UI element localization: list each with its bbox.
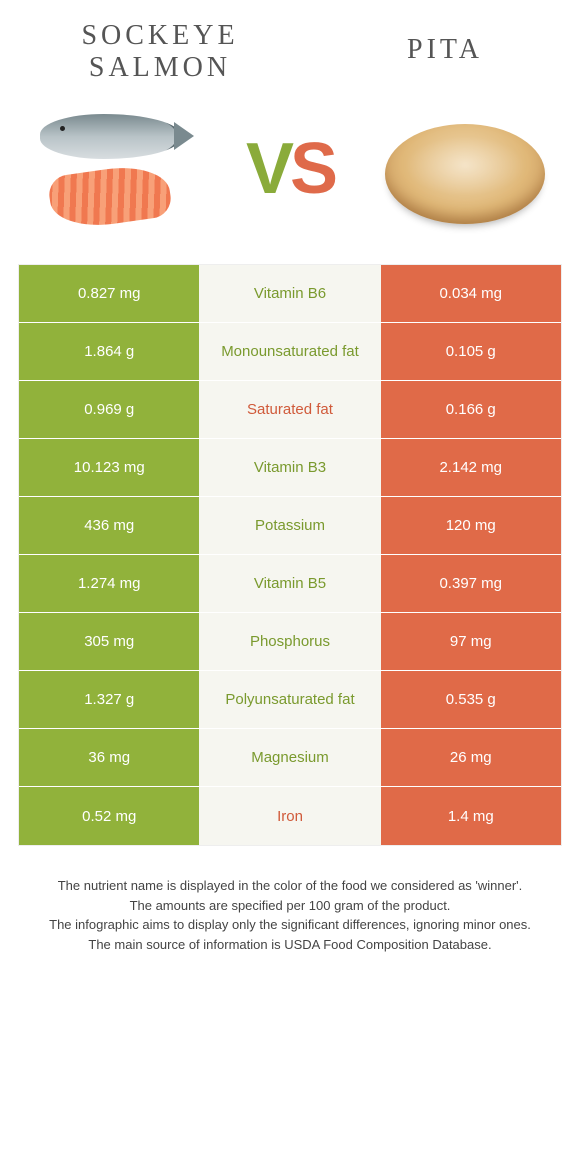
table-row: 305 mgPhosphorus97 mg	[19, 613, 561, 671]
right-value: 0.105 g	[381, 323, 561, 380]
left-value: 1.864 g	[19, 323, 199, 380]
right-value: 120 mg	[381, 497, 561, 554]
left-food-title: Sockeye salmon	[60, 20, 260, 84]
left-value: 36 mg	[19, 729, 199, 786]
left-value: 1.327 g	[19, 671, 199, 728]
right-value: 1.4 mg	[381, 787, 561, 845]
nutrient-label: Phosphorus	[199, 613, 380, 670]
table-row: 10.123 mgVitamin B32.142 mg	[19, 439, 561, 497]
table-row: 36 mgMagnesium26 mg	[19, 729, 561, 787]
left-value: 0.52 mg	[19, 787, 199, 845]
vs-v: V	[246, 129, 290, 209]
footer-line: The main source of information is USDA F…	[30, 935, 550, 955]
table-row: 0.827 mgVitamin B60.034 mg	[19, 265, 561, 323]
vs-label: VS	[246, 128, 334, 210]
hero-row: VS	[0, 94, 580, 264]
table-row: 1.274 mgVitamin B50.397 mg	[19, 555, 561, 613]
table-row: 1.327 gPolyunsaturated fat0.535 g	[19, 671, 561, 729]
left-value: 1.274 mg	[19, 555, 199, 612]
pita-image	[380, 104, 550, 234]
left-value: 0.969 g	[19, 381, 199, 438]
table-row: 0.969 gSaturated fat0.166 g	[19, 381, 561, 439]
right-value: 26 mg	[381, 729, 561, 786]
nutrient-label: Saturated fat	[199, 381, 380, 438]
left-value: 305 mg	[19, 613, 199, 670]
nutrient-label: Vitamin B5	[199, 555, 380, 612]
nutrient-label: Potassium	[199, 497, 380, 554]
footer-line: The amounts are specified per 100 gram o…	[30, 896, 550, 916]
table-row: 1.864 gMonounsaturated fat0.105 g	[19, 323, 561, 381]
nutrient-label: Magnesium	[199, 729, 380, 786]
right-value: 2.142 mg	[381, 439, 561, 496]
footer-notes: The nutrient name is displayed in the co…	[30, 876, 550, 954]
nutrient-table: 0.827 mgVitamin B60.034 mg1.864 gMonouns…	[18, 264, 562, 846]
nutrient-label: Vitamin B6	[199, 265, 380, 322]
left-value: 10.123 mg	[19, 439, 199, 496]
nutrient-label: Iron	[199, 787, 380, 845]
left-value: 0.827 mg	[19, 265, 199, 322]
right-value: 0.034 mg	[381, 265, 561, 322]
nutrient-label: Polyunsaturated fat	[199, 671, 380, 728]
nutrient-label: Vitamin B3	[199, 439, 380, 496]
left-value: 436 mg	[19, 497, 199, 554]
right-value: 97 mg	[381, 613, 561, 670]
footer-line: The nutrient name is displayed in the co…	[30, 876, 550, 896]
table-row: 436 mgPotassium120 mg	[19, 497, 561, 555]
right-food-title: Pita	[370, 34, 520, 66]
footer-line: The infographic aims to display only the…	[30, 915, 550, 935]
salmon-image	[30, 104, 200, 234]
right-value: 0.166 g	[381, 381, 561, 438]
table-row: 0.52 mgIron1.4 mg	[19, 787, 561, 845]
nutrient-label: Monounsaturated fat	[199, 323, 380, 380]
header: Sockeye salmon Pita	[0, 0, 580, 94]
right-value: 0.397 mg	[381, 555, 561, 612]
right-value: 0.535 g	[381, 671, 561, 728]
vs-s: S	[290, 129, 334, 209]
